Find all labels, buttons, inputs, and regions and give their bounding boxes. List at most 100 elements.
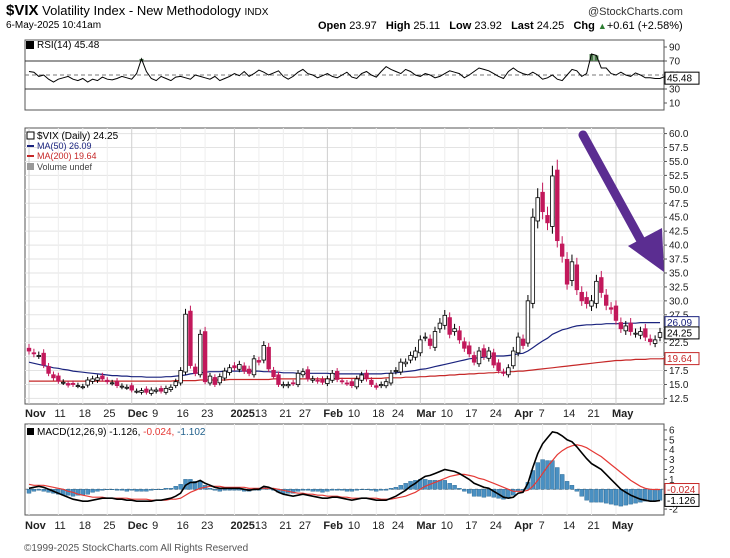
macd-histogram-bar [603, 489, 609, 504]
macd-histogram-bar [618, 489, 624, 507]
macd-histogram-bar [535, 462, 540, 490]
trend-arrow-shaft [578, 130, 650, 253]
macd-histogram-bar [188, 479, 193, 490]
macd-histogram-bar [158, 489, 164, 490]
price-x-tick-label: Feb [323, 408, 343, 420]
macd-histogram-bar [349, 489, 355, 492]
candle-body [383, 381, 389, 387]
macd-histogram-bar [594, 489, 599, 503]
rsi-overbought-fill [589, 54, 594, 61]
candle-body [149, 389, 154, 394]
macd-histogram-bar [339, 489, 345, 491]
macd-histogram-bar [589, 489, 594, 503]
price-x-tick-label: 25 [103, 408, 115, 420]
rsi-value-marker-box [664, 71, 700, 85]
candle-body [90, 378, 95, 382]
macd-y-tick-label: -2 [669, 505, 678, 516]
candle-body [452, 328, 457, 333]
high-value: 25.11 [413, 20, 441, 32]
candle-body [501, 371, 506, 374]
price-x-tick-label: 9 [152, 408, 158, 420]
price-y-tick-label: 57.5 [669, 143, 689, 154]
candle-body [188, 310, 193, 366]
macd-histogram-bar [506, 489, 511, 499]
candle-body [437, 322, 443, 330]
chart-title: $VIX Volatility Index - New Methodology … [6, 2, 268, 19]
candle-body [618, 322, 624, 330]
price-y-tick-label: 22.5 [669, 338, 689, 349]
macd-histogram-bar [100, 489, 105, 491]
candle-body [330, 372, 335, 381]
macd-y-tick-label: 2 [669, 465, 675, 476]
low-label: Low [449, 20, 472, 32]
macd-x-tick-label: 7 [539, 520, 545, 532]
price-x-tick-label: 23 [201, 408, 213, 420]
price-x-tick-label: 10 [441, 408, 453, 420]
candle-body [178, 370, 183, 384]
price-x-tick-label: 2025 [230, 408, 254, 420]
price-x-tick-label: May [612, 408, 634, 420]
open-label: Open [318, 20, 347, 32]
macd-histogram-bar [75, 489, 81, 496]
price-x-tick-label: 11 [54, 408, 65, 420]
candle-body [413, 350, 418, 358]
candle-body [80, 386, 86, 389]
macd-histogram-bar [369, 489, 374, 491]
candle-body [564, 259, 570, 285]
candle-body [202, 331, 208, 383]
macd-x-tick-label: 9 [152, 520, 158, 532]
volume-legend-swatch [27, 163, 34, 170]
macd-x-tick-label: 21 [588, 520, 600, 532]
candle-body [109, 382, 115, 385]
macd-histogram-bar [178, 484, 183, 490]
macd-histogram-bar [564, 481, 570, 490]
candle-body [295, 372, 301, 386]
candle-body [471, 355, 477, 363]
macd-histogram-bar [599, 489, 604, 503]
macd-histogram-bar [648, 489, 653, 502]
macd-line [28, 431, 661, 503]
price-y-tick-label: 40.0 [669, 241, 689, 252]
candle-body [46, 366, 51, 374]
rsi-value-marker: 45.48 [667, 74, 692, 85]
candle-body [628, 322, 633, 332]
candle-body [251, 358, 257, 376]
macd-x-tick-label: 23 [201, 520, 213, 532]
candle-body [520, 338, 526, 346]
price-value-marker: 26.09 [667, 318, 692, 329]
candle-body [364, 372, 369, 380]
macd-x-tick-label: 25 [103, 520, 115, 532]
candle-body [599, 277, 604, 293]
macd-histogram-bar [315, 489, 320, 492]
candle-body [467, 345, 472, 355]
exchange-label: INDX [244, 7, 269, 18]
candle-body [594, 280, 599, 304]
rsi-line [28, 53, 666, 83]
price-x-tick-label: 21 [588, 408, 600, 420]
macd-histogram-bar [374, 489, 379, 492]
rsi-y-tick-label: 70 [669, 57, 681, 68]
candle-body [183, 313, 188, 373]
macd-histogram-bar [320, 489, 325, 493]
macd-histogram-bar [198, 481, 203, 490]
candle-body [423, 336, 428, 339]
macd-histogram-bar [134, 489, 139, 492]
macd-histogram-bar [109, 489, 115, 490]
macd-histogram-bar [227, 489, 232, 491]
candle-body [408, 355, 413, 361]
macd-histogram-bar [364, 489, 369, 490]
rsi-y-tick-label: 10 [669, 99, 681, 110]
price-y-tick-label: 35.0 [669, 268, 689, 279]
macd-signal-line [28, 444, 660, 501]
macd-histogram-bar [550, 460, 555, 490]
candle-body [153, 389, 159, 392]
candle-body [638, 331, 643, 336]
candle-body [168, 386, 174, 390]
candle-body [124, 386, 130, 389]
macd-histogram-bar [476, 489, 482, 497]
candle-body [339, 380, 345, 383]
candle-body [403, 361, 408, 365]
last-label: Last [511, 20, 534, 32]
stockcharts-brand[interactable]: @StockCharts.com [588, 6, 683, 18]
